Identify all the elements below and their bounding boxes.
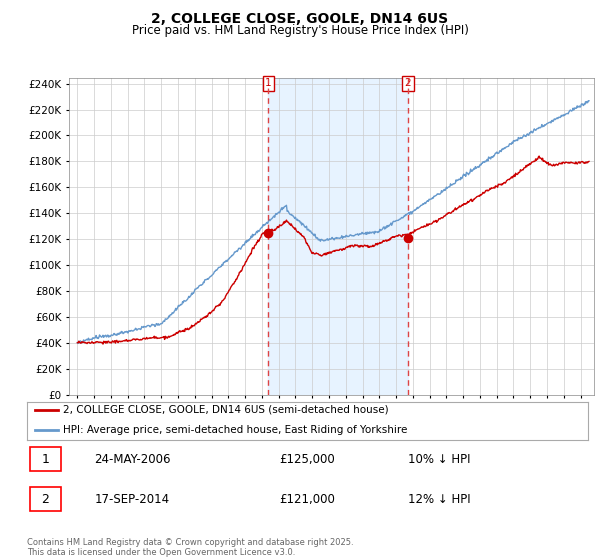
Text: Contains HM Land Registry data © Crown copyright and database right 2025.
This d: Contains HM Land Registry data © Crown c… [27, 538, 353, 557]
Text: Price paid vs. HM Land Registry's House Price Index (HPI): Price paid vs. HM Land Registry's House … [131, 24, 469, 37]
Text: 24-MAY-2006: 24-MAY-2006 [94, 452, 171, 465]
Text: 1: 1 [41, 452, 49, 465]
Text: 1: 1 [265, 78, 272, 88]
Text: £121,000: £121,000 [280, 493, 335, 506]
Text: £125,000: £125,000 [280, 452, 335, 465]
FancyBboxPatch shape [30, 447, 61, 471]
Text: 12% ↓ HPI: 12% ↓ HPI [409, 493, 471, 506]
Text: 2, COLLEGE CLOSE, GOOLE, DN14 6US (semi-detached house): 2, COLLEGE CLOSE, GOOLE, DN14 6US (semi-… [64, 405, 389, 415]
Text: 2, COLLEGE CLOSE, GOOLE, DN14 6US: 2, COLLEGE CLOSE, GOOLE, DN14 6US [151, 12, 449, 26]
Bar [268, 78, 408, 395]
Text: 10% ↓ HPI: 10% ↓ HPI [409, 452, 471, 465]
FancyBboxPatch shape [30, 487, 61, 511]
Text: HPI: Average price, semi-detached house, East Riding of Yorkshire: HPI: Average price, semi-detached house,… [64, 425, 408, 435]
Text: 2: 2 [404, 78, 411, 88]
Text: 2: 2 [41, 493, 49, 506]
Text: 17-SEP-2014: 17-SEP-2014 [94, 493, 169, 506]
